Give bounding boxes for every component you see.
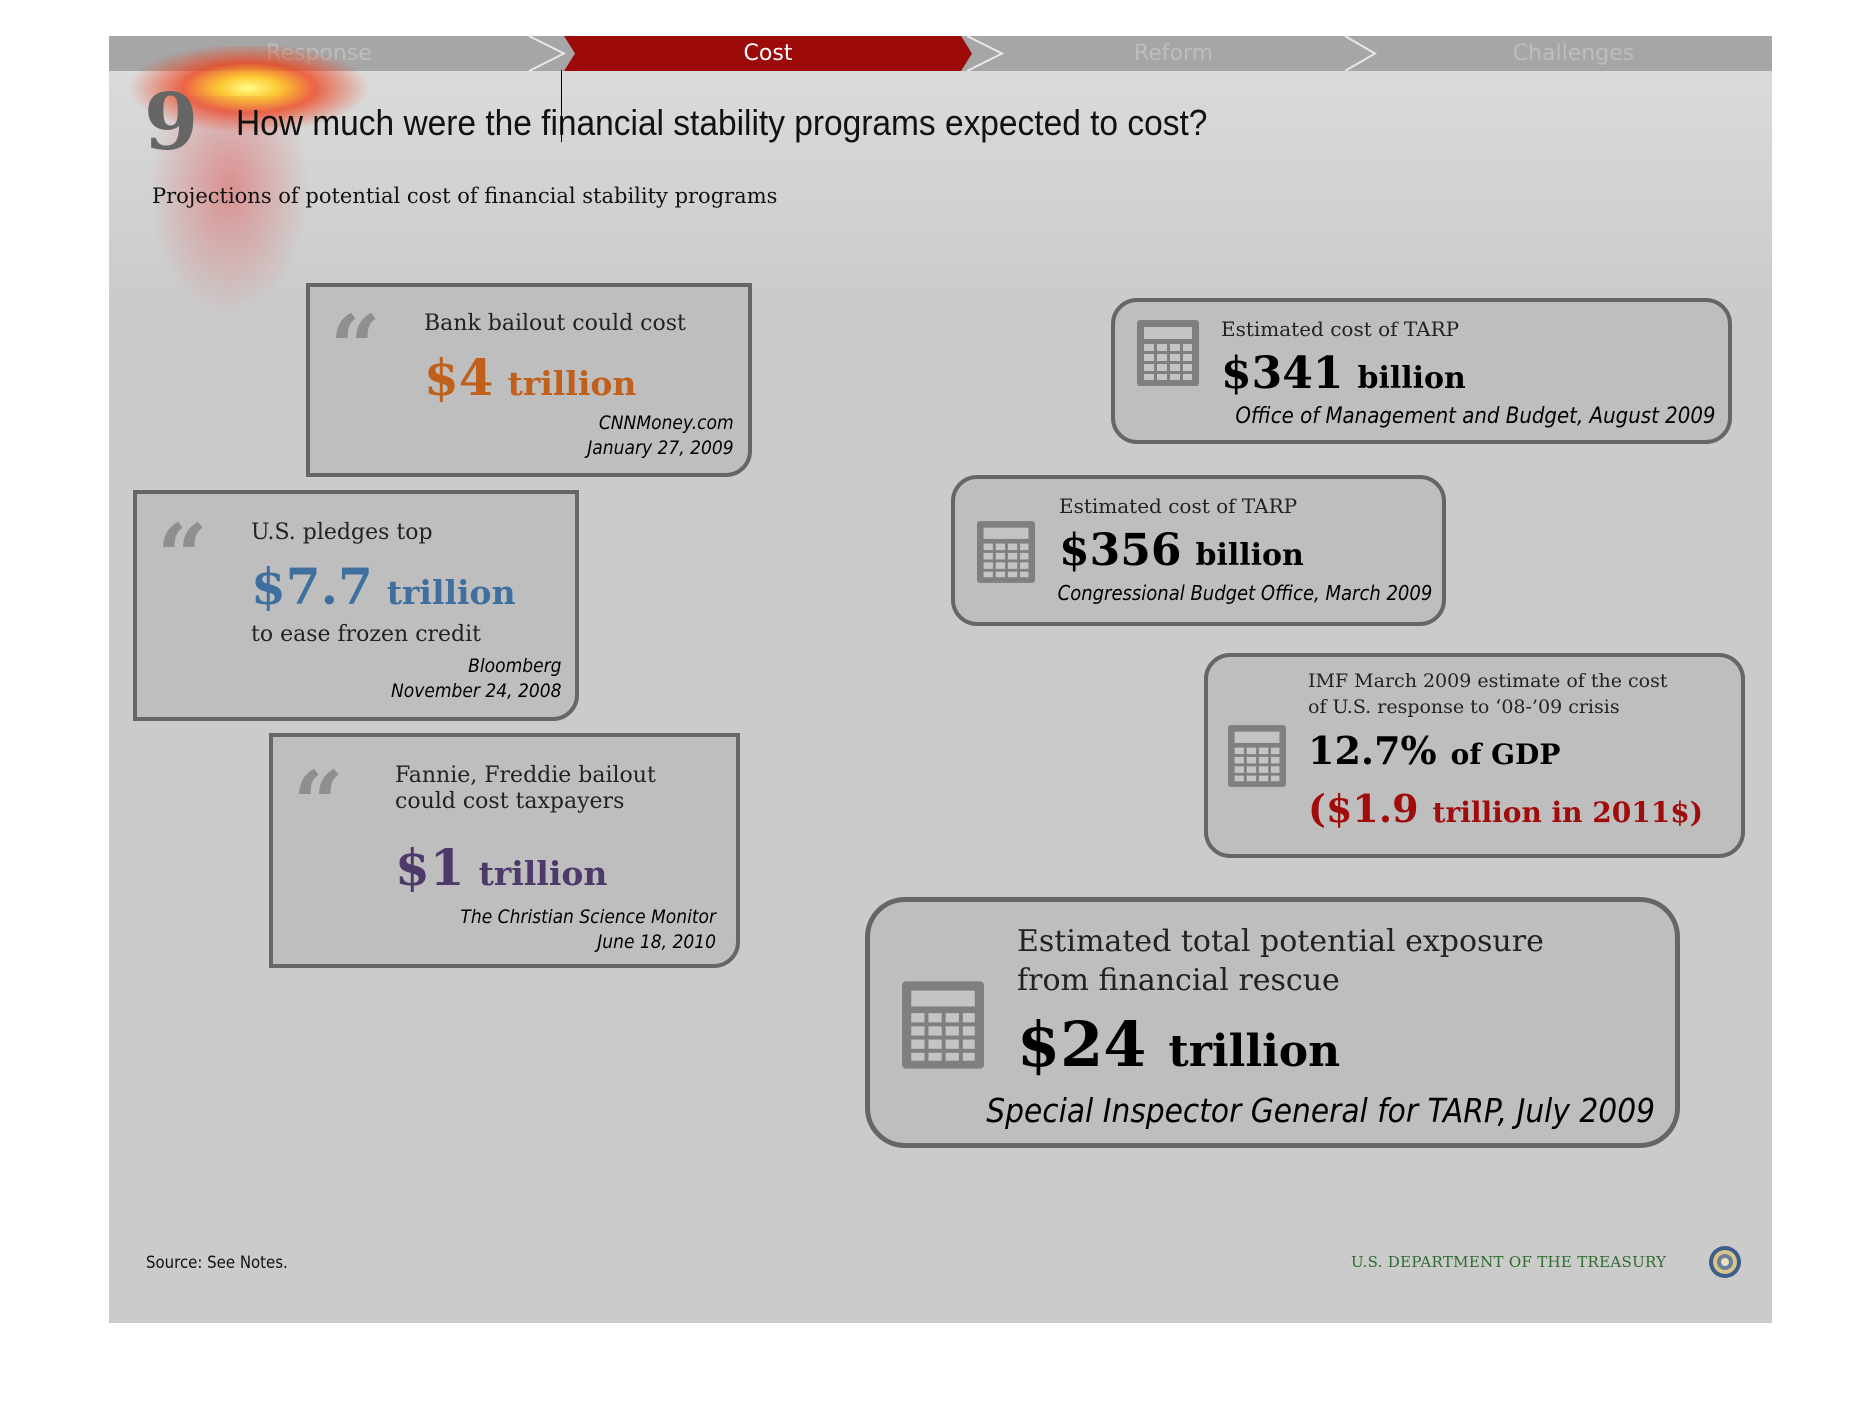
- quote-lead: Fannie, Freddie bailout could cost taxpa…: [395, 763, 656, 816]
- quote-source: CNNMoney.com January 27, 2009: [588, 411, 734, 460]
- quote-source: Bloomberg November 24, 2008: [390, 654, 561, 703]
- quote-tail: to ease frozen credit: [251, 622, 482, 647]
- estimate-lead: Estimated total potential exposure from …: [1017, 922, 1544, 1000]
- amount-unit: of GDP: [1450, 738, 1561, 771]
- calculator-icon: [902, 981, 984, 1069]
- estimate-source: Office of Management and Budget, August …: [1235, 404, 1716, 429]
- source-name: CNNMoney.com: [599, 412, 734, 434]
- quote-lead-line2: could cost taxpayers: [395, 789, 625, 815]
- estimate-lead: Estimated cost of TARP: [1059, 494, 1298, 518]
- section-nav: Response Cost Reform Challenges: [109, 36, 1772, 71]
- quote-lead: Bank bailout could cost: [424, 311, 686, 336]
- estimate-card-omb: Estimated cost of TARP $341 billion Offic…: [1111, 298, 1732, 444]
- estimate-source: Congressional Budget Office, March 2009: [1057, 581, 1432, 605]
- estimate-lead-line1: Estimated total potential exposure: [1017, 924, 1544, 959]
- source-date: June 18, 2010: [597, 930, 716, 953]
- source-name: The Christian Science Monitor: [460, 906, 716, 928]
- tab-challenges[interactable]: Challenges: [1512, 41, 1635, 66]
- tab-cost[interactable]: Cost: [743, 41, 793, 66]
- estimate-lead: IMF March 2009 estimate of the cost of U…: [1308, 669, 1667, 720]
- amount-value: $1: [395, 838, 465, 897]
- cursor-line: [561, 70, 562, 142]
- estimate-source: Special Inspector General for TARP, July…: [986, 1091, 1655, 1130]
- footer-source-note: Source: See Notes.: [146, 1253, 288, 1273]
- estimate-card-imf: IMF March 2009 estimate of the cost of U…: [1204, 653, 1745, 858]
- treasury-seal-icon: [1709, 1246, 1741, 1278]
- slide: Response Cost Reform Challenges 9 How mu…: [109, 36, 1772, 1323]
- quote-mark-icon: “: [293, 751, 344, 855]
- estimate-amount: 12.7% of GDP: [1308, 732, 1560, 770]
- amount-value: $7.7: [251, 557, 373, 616]
- source-name: Bloomberg: [467, 655, 561, 677]
- calculator-icon: [1228, 725, 1286, 787]
- estimate-lead: Estimated cost of TARP: [1221, 317, 1460, 341]
- tab-response[interactable]: Response: [266, 41, 372, 66]
- calculator-icon: [1137, 320, 1199, 386]
- quote-amount: $1 trillion: [395, 843, 607, 893]
- amount-value: $356: [1059, 525, 1182, 576]
- estimate-lead-line2: from financial rescue: [1017, 963, 1340, 998]
- page-title: How much were the financial stability pr…: [236, 102, 1208, 143]
- calculator-icon: [977, 521, 1035, 583]
- page-subtitle: Projections of potential cost of financi…: [152, 184, 778, 208]
- amount-value: $341: [1221, 348, 1344, 399]
- quote-amount: $7.7 trillion: [251, 562, 516, 612]
- extra-amount-value: ($1.9: [1308, 786, 1419, 831]
- amount-value: $4: [424, 348, 494, 407]
- extra-amount-unit: trillion in 2011$): [1432, 796, 1703, 829]
- source-date: January 27, 2009: [587, 436, 734, 459]
- footer-department: U.S. DEPARTMENT OF THE TREASURY: [1351, 1253, 1667, 1271]
- amount-unit: billion: [1357, 361, 1466, 396]
- estimate-amount: $24 trillion: [1017, 1014, 1340, 1076]
- amount-unit: trillion: [1168, 1026, 1341, 1077]
- estimate-card-sigtarp: Estimated total potential exposure from …: [865, 897, 1680, 1148]
- estimate-card-cbo: Estimated cost of TARP $356 billion Congr…: [951, 475, 1446, 626]
- quote-card-cnnmoney: “ Bank bailout could cost $4 trillion CNN…: [306, 283, 752, 477]
- quote-mark-icon: “: [330, 295, 381, 399]
- estimate-amount: $356 billion: [1059, 529, 1304, 573]
- background-texture: [109, 36, 1772, 296]
- estimate-extra-amount: ($1.9 trillion in 2011$): [1308, 790, 1703, 828]
- quote-mark-icon: “: [157, 504, 208, 608]
- amount-value: $24: [1017, 1008, 1147, 1081]
- estimate-lead-line1: IMF March 2009 estimate of the cost: [1308, 670, 1668, 692]
- amount-unit: trillion: [478, 854, 608, 893]
- slide-number: 9: [144, 77, 199, 168]
- amount-unit: trillion: [386, 573, 516, 612]
- amount-unit: billion: [1195, 538, 1304, 573]
- quote-lead-line1: Fannie, Freddie bailout: [395, 763, 656, 788]
- quote-amount: $4 trillion: [424, 353, 636, 403]
- amount-value: 12.7%: [1308, 728, 1437, 773]
- amount-unit: trillion: [507, 364, 637, 403]
- quote-source: The Christian Science Monitor June 18, 2…: [460, 905, 716, 954]
- estimate-lead-line2: of U.S. response to ‘08-’09 crisis: [1308, 695, 1620, 718]
- quote-card-bloomberg: “ U.S. pledges top $7.7 trillion to ease …: [133, 490, 579, 721]
- tab-reform[interactable]: Reform: [1133, 41, 1214, 66]
- source-date: November 24, 2008: [390, 679, 561, 702]
- nav-active-highlight: [528, 36, 1377, 71]
- estimate-amount: $341 billion: [1221, 352, 1466, 396]
- quote-lead: U.S. pledges top: [251, 520, 433, 545]
- quote-card-csmonitor: “ Fannie, Freddie bailout could cost tax…: [269, 733, 740, 968]
